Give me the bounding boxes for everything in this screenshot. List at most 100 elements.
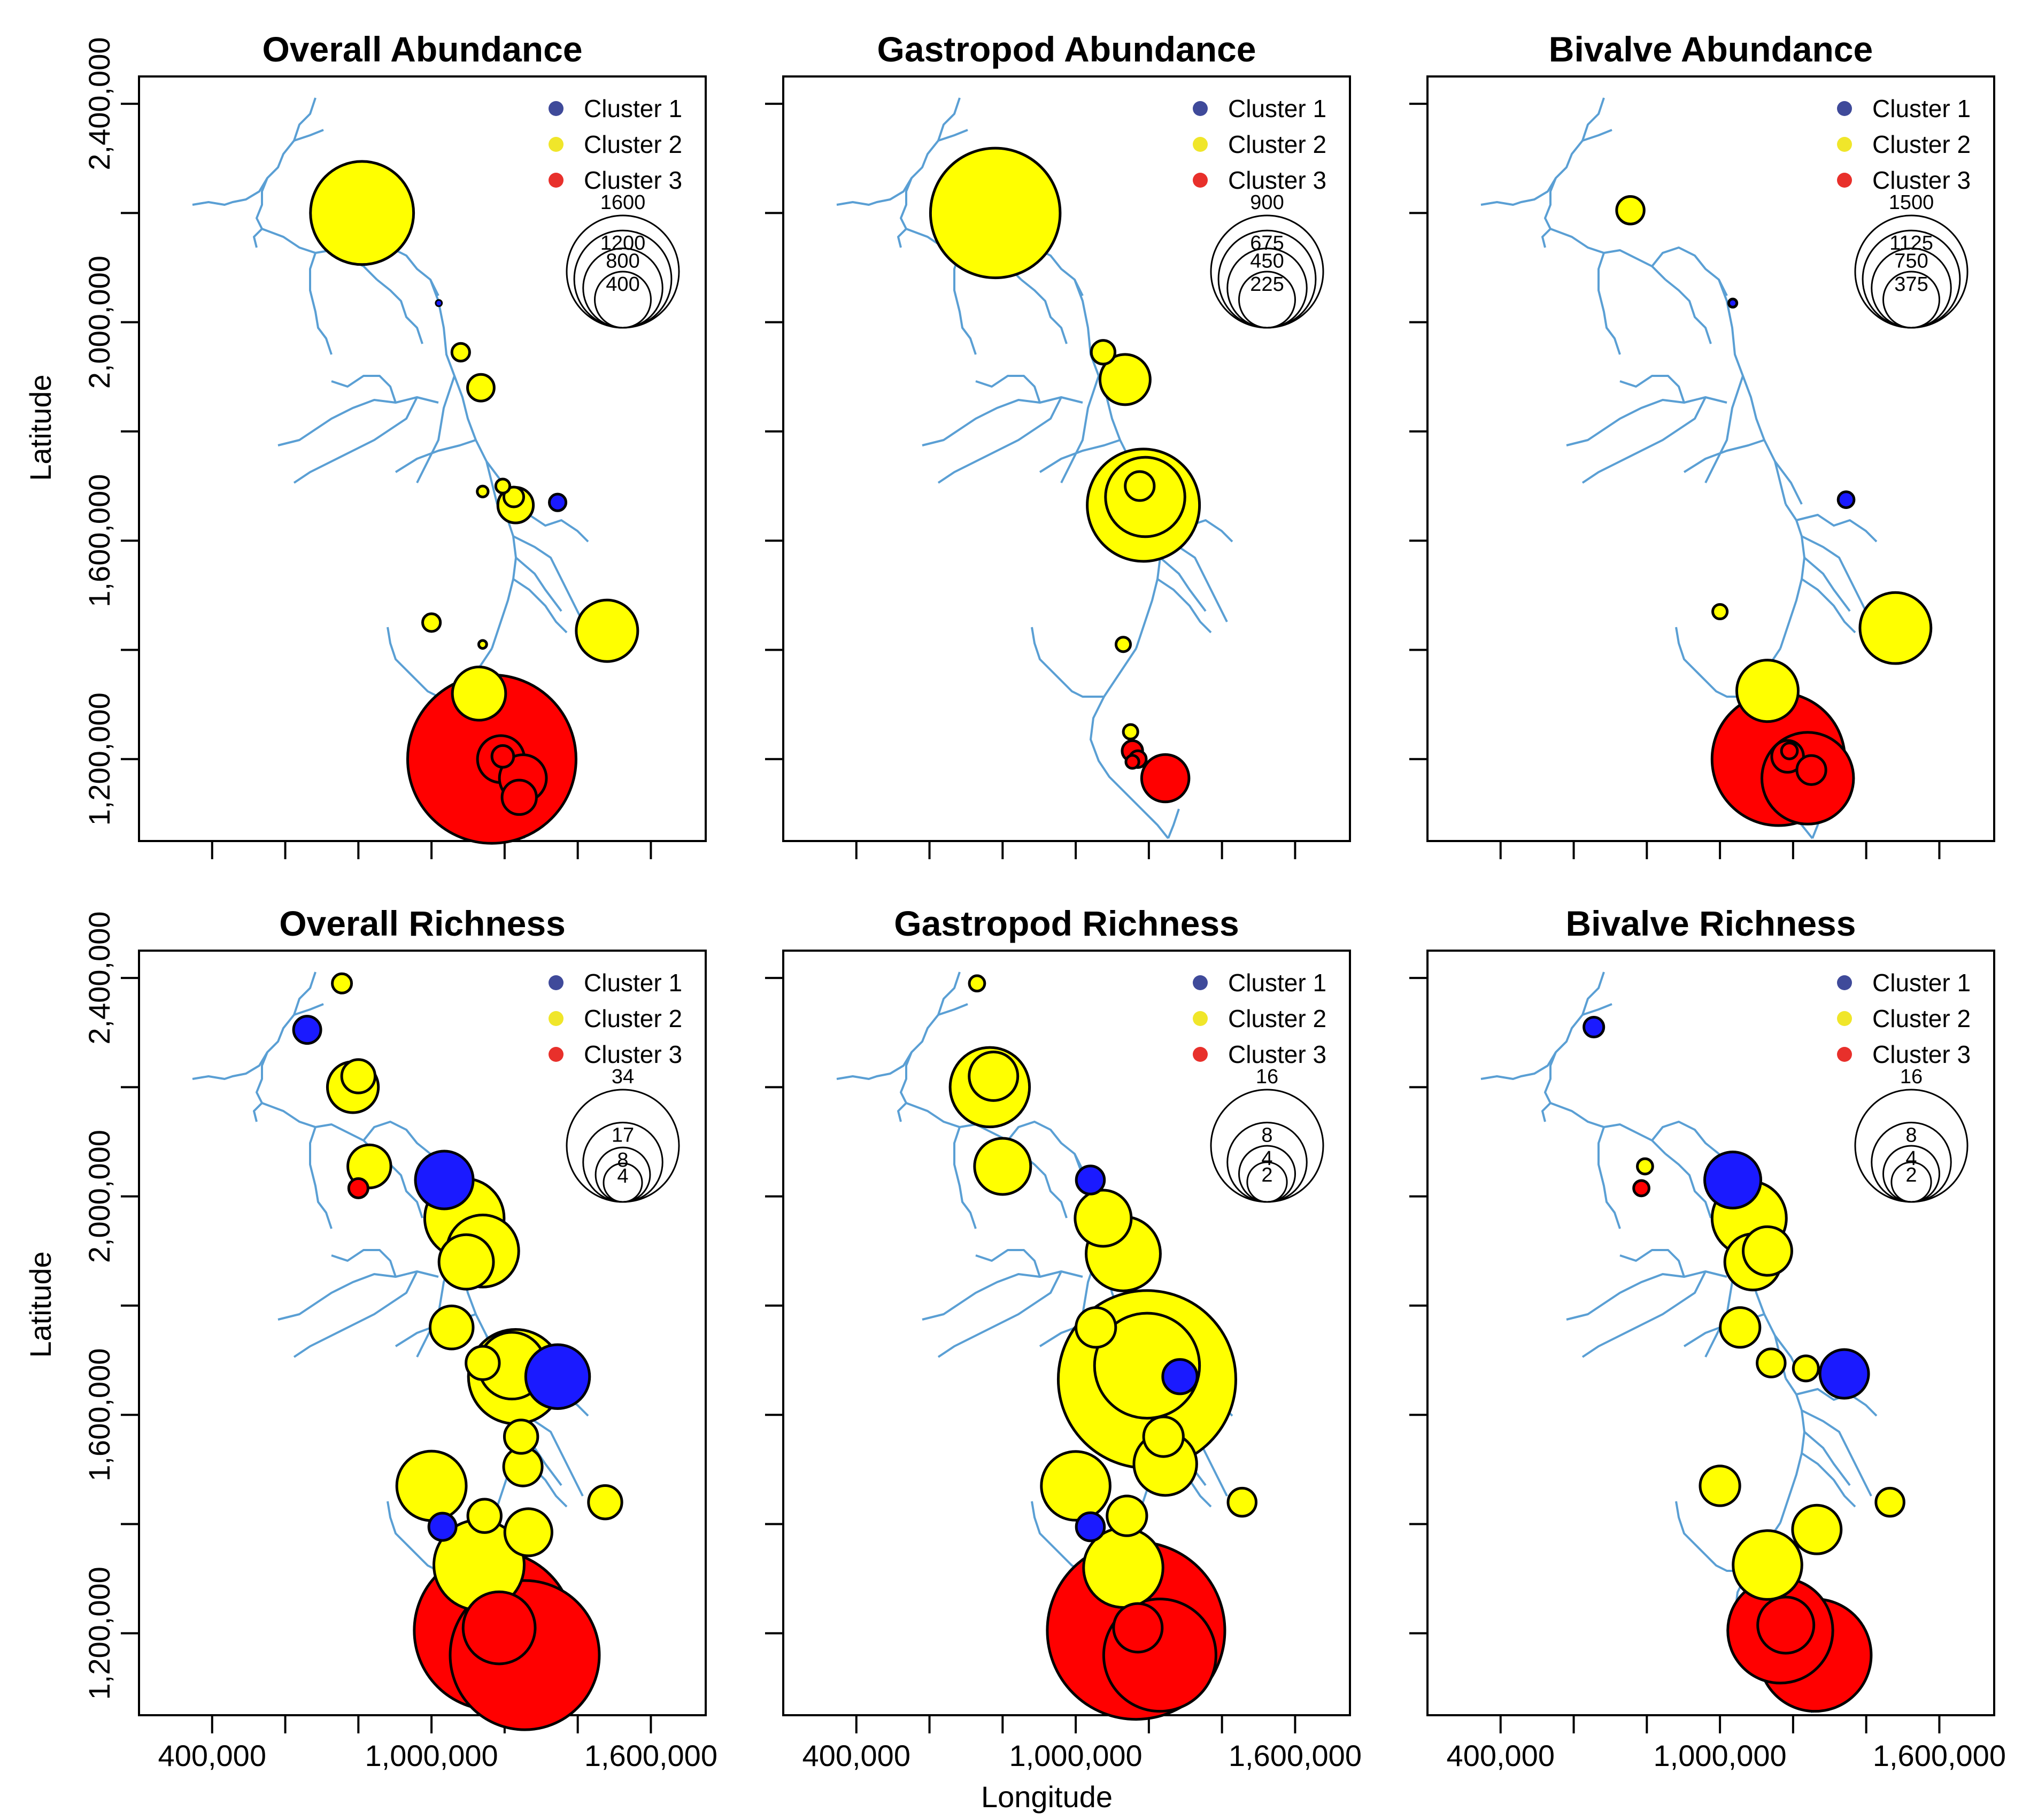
x-tick-label: 400,000 bbox=[802, 1739, 910, 1772]
site-point-cluster-3 bbox=[1124, 754, 1140, 770]
site-point-cluster-2 bbox=[437, 1233, 495, 1291]
panel-title: Gastropod Richness bbox=[894, 904, 1239, 943]
legend-marker-cluster-2 bbox=[1193, 137, 1208, 152]
legend-marker-cluster-1 bbox=[1193, 975, 1208, 990]
site-point-cluster-2 bbox=[428, 1305, 475, 1351]
site-point-cluster-1 bbox=[435, 299, 443, 307]
legend-label: Cluster 1 bbox=[1872, 95, 1971, 122]
site-point-cluster-2 bbox=[1142, 1415, 1185, 1458]
legend-label: Cluster 3 bbox=[1872, 166, 1971, 194]
site-point-cluster-2 bbox=[331, 972, 353, 994]
site-point-cluster-1 bbox=[1075, 1511, 1106, 1543]
site-point-cluster-1 bbox=[548, 492, 568, 512]
y-tick-label: 1,600,000 bbox=[82, 1348, 116, 1482]
x-tick-label: 400,000 bbox=[1447, 1739, 1555, 1772]
site-point-cluster-2 bbox=[1106, 1494, 1148, 1537]
y-tick-label: 2,000,000 bbox=[82, 1130, 116, 1263]
size-legend-label: 400 bbox=[606, 273, 639, 296]
legend-marker-cluster-2 bbox=[1837, 137, 1852, 152]
legend-label: Cluster 3 bbox=[1228, 1040, 1326, 1068]
site-point-cluster-3 bbox=[1795, 754, 1827, 786]
site-point-cluster-3 bbox=[1140, 753, 1191, 804]
site-point-cluster-2 bbox=[587, 1484, 623, 1521]
site-point-cluster-3 bbox=[1756, 1595, 1816, 1655]
site-point-cluster-2 bbox=[1226, 1486, 1258, 1518]
site-point-cluster-1 bbox=[1703, 1151, 1763, 1209]
site-point-cluster-1 bbox=[414, 1150, 475, 1210]
y-tick-label: 1,600,000 bbox=[82, 474, 116, 607]
site-point-cluster-1 bbox=[1161, 1358, 1199, 1395]
site-point-cluster-2 bbox=[1090, 339, 1117, 366]
size-legend-circle bbox=[1246, 1161, 1288, 1203]
site-point-cluster-2 bbox=[1711, 603, 1729, 621]
site-point-cluster-2 bbox=[346, 1143, 392, 1190]
x-tick-label: 1,600,000 bbox=[1229, 1739, 1362, 1772]
size-legend-label: 4 bbox=[1905, 1147, 1917, 1170]
site-point-cluster-2 bbox=[1074, 1189, 1133, 1248]
site-point-cluster-2 bbox=[1874, 1486, 1905, 1518]
x-axis-label: Longitude bbox=[981, 1780, 1113, 1814]
site-point-cluster-2 bbox=[1615, 195, 1646, 226]
legend-label: Cluster 2 bbox=[1872, 1005, 1971, 1032]
chart-panel-2: Gastropod Abundance Cluster 1 Cluster 2 Clu… bbox=[765, 29, 1351, 859]
legend-label: Cluster 3 bbox=[584, 166, 682, 194]
x-tick-label: 1,000,000 bbox=[1654, 1739, 1787, 1772]
site-point-cluster-2 bbox=[1742, 1225, 1793, 1277]
site-point-cluster-1 bbox=[1836, 490, 1856, 509]
site-point-cluster-2 bbox=[1792, 1354, 1820, 1383]
size-legend-label: 16 bbox=[1256, 1066, 1278, 1088]
site-point-cluster-2 bbox=[466, 1498, 503, 1534]
legend-label: Cluster 2 bbox=[584, 1005, 682, 1032]
site-point-cluster-2 bbox=[502, 485, 526, 508]
x-tick-label: 1,000,000 bbox=[365, 1739, 498, 1772]
size-legend-circle bbox=[1890, 1161, 1932, 1203]
site-point-cluster-2 bbox=[476, 484, 490, 498]
size-legend-label: 2 bbox=[1905, 1164, 1917, 1186]
size-legend-circle bbox=[1238, 271, 1296, 329]
y-axis-label-top: Latitude bbox=[24, 374, 57, 481]
size-legend-label: 17 bbox=[612, 1124, 634, 1147]
site-point-cluster-2 bbox=[494, 477, 512, 495]
site-point-cluster-2 bbox=[968, 974, 986, 993]
size-legend-label: 225 bbox=[1250, 273, 1284, 296]
plot-frame bbox=[782, 950, 1351, 1716]
site-point-cluster-2 bbox=[1791, 1503, 1843, 1555]
legend-label: Cluster 2 bbox=[584, 130, 682, 158]
site-point-cluster-2 bbox=[421, 612, 442, 633]
site-point-cluster-3 bbox=[490, 744, 515, 769]
plot-frame bbox=[1426, 950, 1995, 1716]
legend-label: Cluster 1 bbox=[1228, 969, 1326, 997]
site-point-cluster-2 bbox=[466, 373, 496, 403]
site-point-cluster-2 bbox=[1075, 1306, 1117, 1349]
site-point-cluster-2 bbox=[1636, 1157, 1654, 1176]
y-tick-label: 1,200,000 bbox=[82, 692, 116, 826]
site-point-cluster-3 bbox=[461, 1590, 537, 1665]
site-point-cluster-1 bbox=[524, 1343, 591, 1410]
size-legend-label: 900 bbox=[1250, 191, 1284, 214]
size-legend-label: 34 bbox=[612, 1066, 634, 1088]
size-legend-label: 16 bbox=[1900, 1066, 1923, 1088]
legend-label: Cluster 1 bbox=[1872, 969, 1971, 997]
legend-marker-cluster-3 bbox=[549, 173, 564, 188]
site-point-cluster-2 bbox=[309, 160, 415, 266]
legend-marker-cluster-2 bbox=[1193, 1011, 1208, 1026]
size-legend-label: 4 bbox=[617, 1165, 628, 1187]
site-point-cluster-2 bbox=[465, 1345, 501, 1381]
site-point-cluster-2 bbox=[1699, 1464, 1741, 1507]
y-tick-label: 2,400,000 bbox=[82, 912, 116, 1045]
size-legend-label: 675 bbox=[1250, 232, 1284, 255]
size-legend-label: 450 bbox=[1250, 250, 1284, 273]
size-legend-label: 750 bbox=[1894, 250, 1928, 273]
site-point-cluster-2 bbox=[929, 146, 1062, 280]
panel-title: Overall Abundance bbox=[262, 29, 582, 69]
plot-frame bbox=[782, 75, 1351, 842]
legend-marker-cluster-1 bbox=[1837, 975, 1852, 990]
site-point-cluster-2 bbox=[395, 1449, 468, 1522]
plot-frame bbox=[138, 75, 707, 842]
site-point-cluster-3 bbox=[500, 778, 538, 816]
legend-label: Cluster 2 bbox=[1228, 130, 1326, 158]
x-tick-label: 1,600,000 bbox=[1873, 1739, 2006, 1772]
size-legend-label: 1500 bbox=[1889, 191, 1934, 214]
site-point-cluster-2 bbox=[1040, 1450, 1112, 1522]
